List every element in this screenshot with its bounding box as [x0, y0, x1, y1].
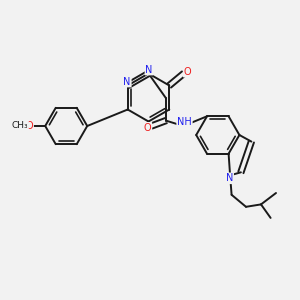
Text: N: N [226, 173, 233, 183]
Text: O: O [144, 123, 152, 133]
Text: O: O [184, 67, 191, 77]
Text: N: N [123, 76, 131, 87]
Text: CH₃: CH₃ [11, 121, 28, 130]
Text: N: N [146, 64, 153, 75]
Text: O: O [26, 121, 33, 131]
Text: NH: NH [177, 117, 192, 127]
